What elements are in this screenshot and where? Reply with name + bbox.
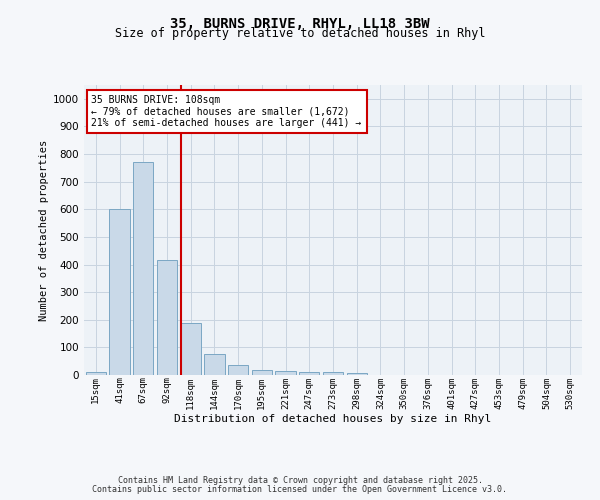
Bar xyxy=(181,322,201,375)
Bar xyxy=(109,210,130,375)
Text: 35 BURNS DRIVE: 108sqm
← 79% of detached houses are smaller (1,672)
21% of semi-: 35 BURNS DRIVE: 108sqm ← 79% of detached… xyxy=(91,95,362,128)
Bar xyxy=(228,365,248,375)
Text: Contains public sector information licensed under the Open Government Licence v3: Contains public sector information licen… xyxy=(92,485,508,494)
Bar xyxy=(86,372,106,375)
Bar xyxy=(275,371,296,375)
Text: 35, BURNS DRIVE, RHYL, LL18 3BW: 35, BURNS DRIVE, RHYL, LL18 3BW xyxy=(170,18,430,32)
Bar xyxy=(205,354,224,375)
Text: Contains HM Land Registry data © Crown copyright and database right 2025.: Contains HM Land Registry data © Crown c… xyxy=(118,476,482,485)
Bar xyxy=(133,162,154,375)
Bar xyxy=(299,372,319,375)
Bar xyxy=(347,373,367,375)
Text: Size of property relative to detached houses in Rhyl: Size of property relative to detached ho… xyxy=(115,28,485,40)
X-axis label: Distribution of detached houses by size in Rhyl: Distribution of detached houses by size … xyxy=(175,414,491,424)
Y-axis label: Number of detached properties: Number of detached properties xyxy=(39,140,49,320)
Bar xyxy=(157,260,177,375)
Bar xyxy=(323,372,343,375)
Bar xyxy=(252,370,272,375)
